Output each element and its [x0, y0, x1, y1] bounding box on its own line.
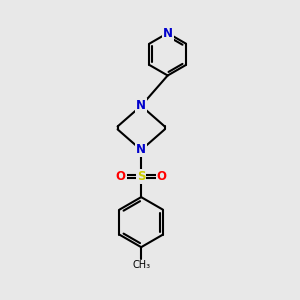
- Text: S: S: [137, 170, 146, 183]
- Text: N: N: [136, 99, 146, 112]
- Text: N: N: [136, 143, 146, 157]
- Text: N: N: [163, 27, 173, 40]
- Text: O: O: [116, 170, 126, 183]
- Text: O: O: [157, 170, 167, 183]
- Text: CH₃: CH₃: [132, 260, 150, 270]
